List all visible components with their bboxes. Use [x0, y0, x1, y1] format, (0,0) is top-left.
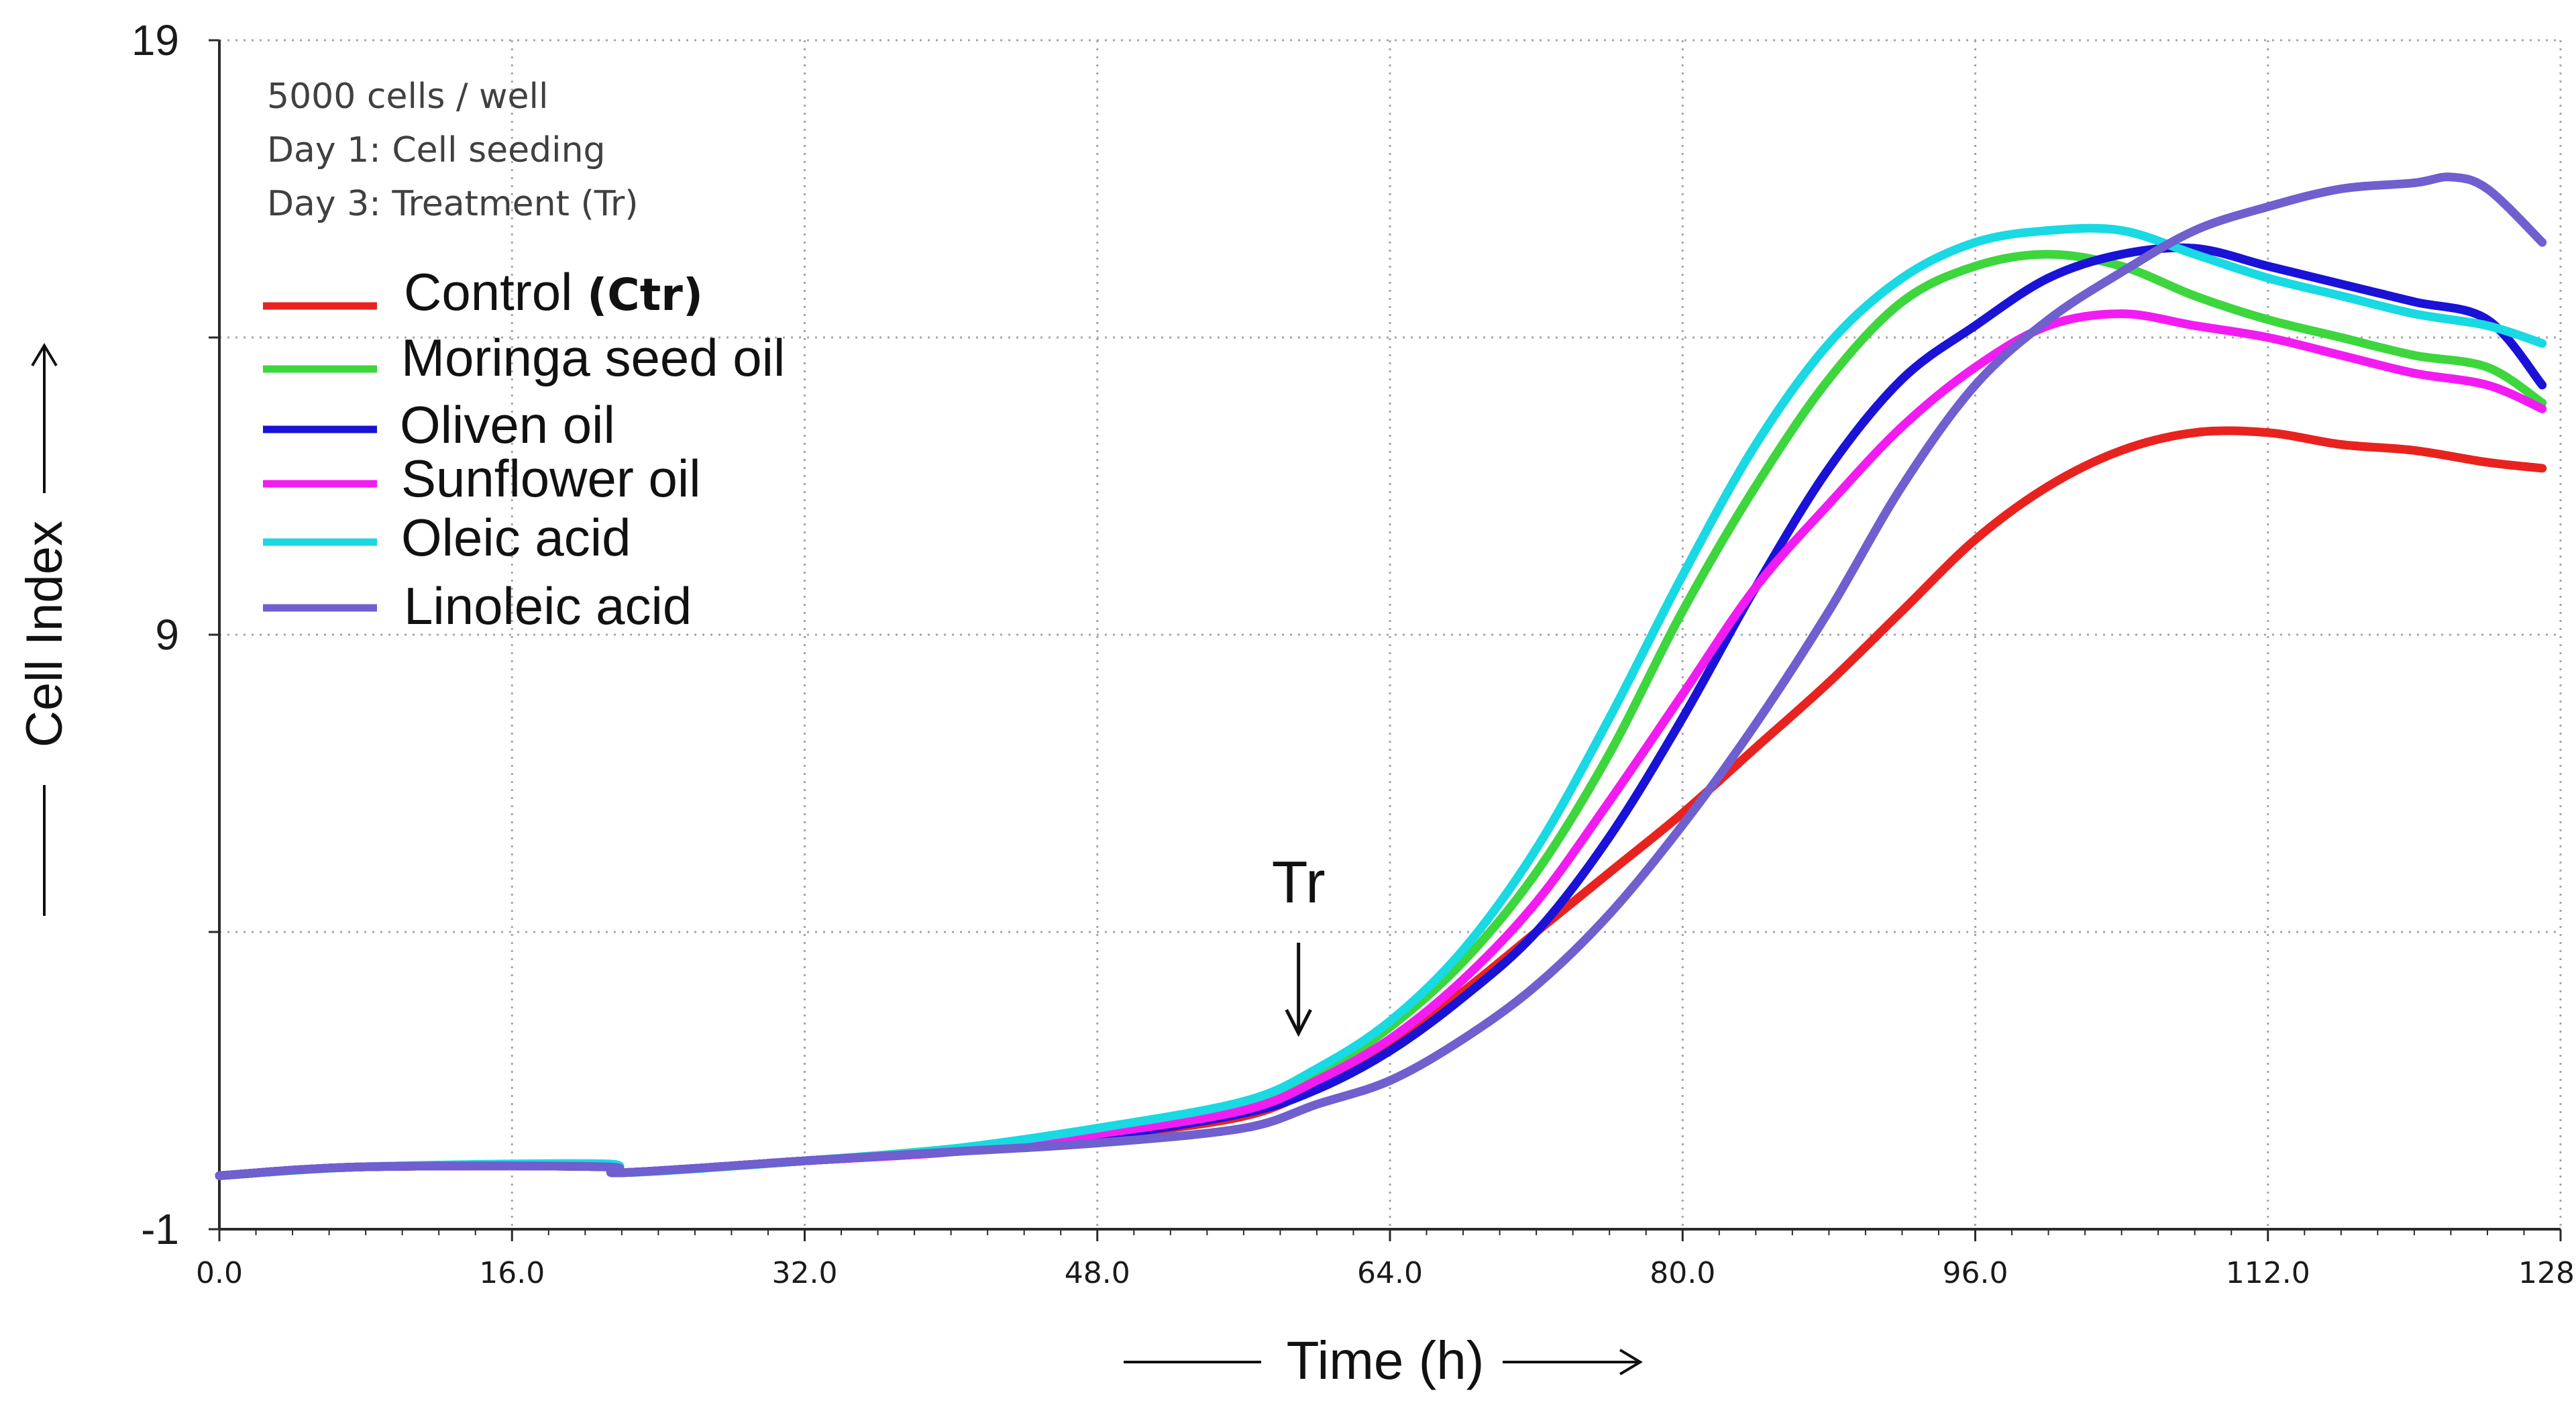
note-line-2: Day 1: Cell seeding	[267, 130, 606, 170]
x-tick-label: 96.0	[1943, 1256, 2008, 1290]
x-tick-label: 64.0	[1357, 1256, 1423, 1290]
y-axis-title-group: Cell Index	[16, 343, 73, 916]
x-tick-label: 16.0	[479, 1256, 545, 1290]
x-tick-label: 128.0	[2518, 1256, 2576, 1290]
x-tick-label: 80.0	[1650, 1256, 1715, 1290]
legend-label-moringa-seed-oil: Moringa seed oil	[401, 328, 785, 387]
legend-label-oleic-acid: Oleic acid	[401, 508, 631, 567]
x-tick-label: 0.0	[196, 1256, 243, 1290]
legend: Control (Ctr) Moringa seed oil Oliven oi…	[263, 262, 785, 635]
y-tick-label: -1	[141, 1205, 179, 1253]
x-tick-label: 32.0	[772, 1256, 838, 1290]
treatment-annotation: Tr	[1272, 849, 1326, 1037]
treatment-label: Tr	[1272, 849, 1326, 915]
y-title-arrowhead-icon	[31, 343, 58, 367]
notes: 5000 cells / well Day 1: Cell seeding Da…	[267, 76, 639, 224]
x-tick-label: 48.0	[1065, 1256, 1130, 1290]
axes: 0.0 16.0 32.0 48.0 64.0 80.0 96.0 112.0 128.0 19 9…	[131, 16, 2576, 1290]
note-line-3: Day 3: Treatment (Tr)	[267, 184, 639, 224]
legend-label-linoleic-acid: Linoleic acid	[404, 576, 692, 635]
x-title-arrowhead-icon	[1619, 1349, 1643, 1375]
y-tick-label: 9	[155, 611, 179, 659]
x-axis-title: Time (h)	[1287, 1331, 1485, 1390]
legend-label-sunflower-oil: Sunflower oil	[401, 449, 701, 508]
y-tick-label: 19	[131, 16, 179, 64]
x-axis-title-group: Time (h)	[1124, 1331, 1643, 1390]
x-tick-label: 112.0	[2226, 1256, 2310, 1290]
legend-label-oliven-oil: Oliven oil	[400, 395, 615, 454]
treatment-arrowhead-icon	[1285, 1008, 1312, 1037]
legend-label-control: Control (Ctr)	[404, 262, 703, 321]
y-axis-title: Cell Index	[16, 521, 73, 747]
series-line-linoleic-acid	[215, 172, 2547, 1180]
series-layer	[215, 172, 2547, 1180]
note-line-1: 5000 cells / well	[267, 76, 548, 117]
